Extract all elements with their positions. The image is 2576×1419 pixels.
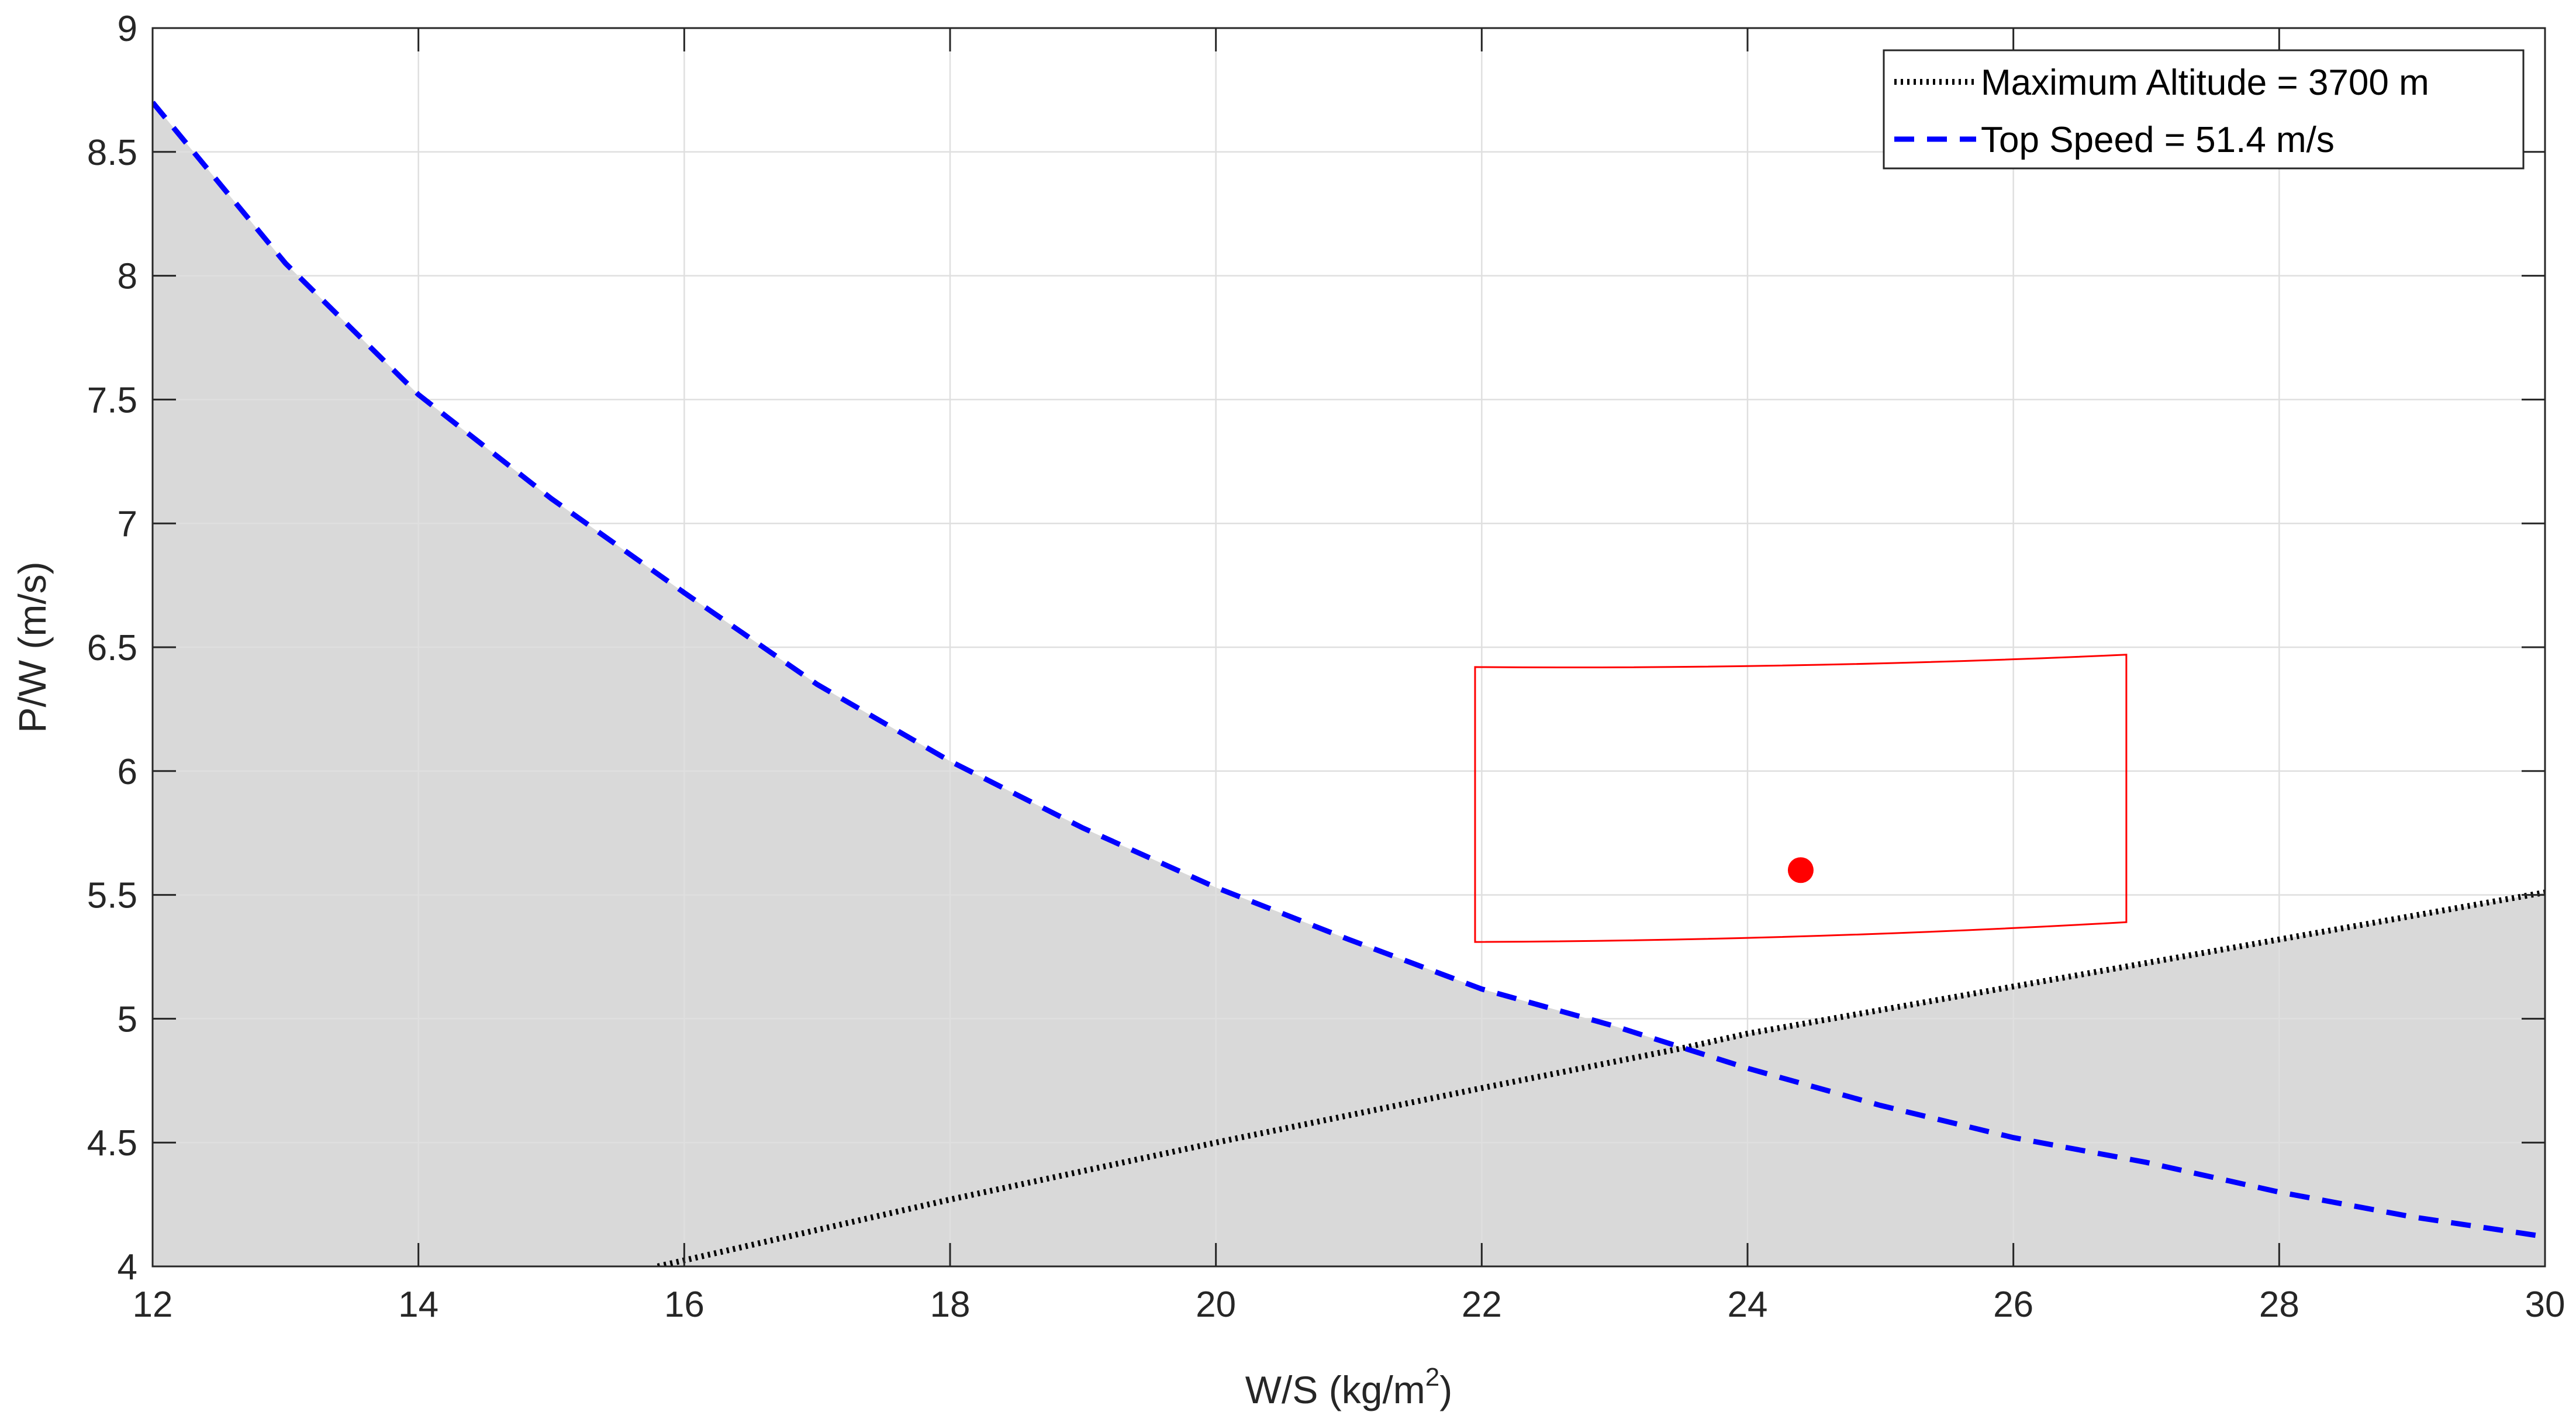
design-point: [1787, 857, 1814, 883]
x-axis-label-close: ): [1439, 1368, 1452, 1411]
x-axis-label-superscript: 2: [1425, 1363, 1439, 1392]
y-tick-label: 8.5: [87, 133, 137, 173]
x-tick-label: 28: [2259, 1285, 2299, 1325]
ticks-layer: 12 14 16 18 20 22 24 26 28 30 4 4.5 5 5.5 6 6.5 7 7.5 8 8.5…: [87, 9, 2565, 1325]
x-tick-label: 26: [1993, 1285, 2033, 1325]
y-tick-label: 4: [118, 1247, 137, 1287]
y-tick-label: 4.5: [87, 1123, 137, 1163]
design-layer: [1474, 654, 2128, 943]
legend-label-top-speed: Top Speed = 51.4 m/s: [1981, 120, 2335, 160]
x-axis-label-main: W/S (kg/m: [1245, 1368, 1425, 1411]
y-tick-label: 9: [118, 9, 137, 49]
legend-box: [1883, 49, 2525, 170]
y-tick-label: 5.5: [87, 876, 137, 916]
series-layer: [153, 101, 2545, 1266]
x-tick-label: 12: [133, 1285, 173, 1325]
infeasible-region: [153, 102, 2545, 1266]
x-tick-label: 22: [1462, 1285, 1502, 1325]
design-space-box: [1474, 654, 2128, 943]
x-tick-label: 18: [930, 1285, 971, 1325]
x-tick-label: 16: [664, 1285, 705, 1325]
x-tick-label: 30: [2525, 1285, 2565, 1325]
x-axis-label: W/S (kg/m2): [1245, 1363, 1452, 1411]
legend: Maximum Altitude = 3700 m Top Speed = 51…: [1883, 49, 2525, 170]
series-line-max-altitude: [657, 889, 2545, 1266]
infeasible-region-layer: [153, 102, 2545, 1266]
y-tick-label: 7: [118, 504, 137, 544]
series-line-top-speed: [153, 101, 2545, 1240]
legend-label-max-altitude: Maximum Altitude = 3700 m: [1981, 63, 2429, 103]
y-tick-label: 6.5: [87, 628, 137, 668]
y-tick-label: 7.5: [87, 380, 137, 420]
x-tick-label: 20: [1196, 1285, 1236, 1325]
y-axis-label: P/W (m/s): [11, 561, 54, 733]
x-tick-label: 14: [398, 1285, 438, 1325]
y-tick-label: 8: [118, 257, 137, 297]
y-tick-label: 6: [118, 752, 137, 792]
x-tick-label: 24: [1728, 1285, 1768, 1325]
y-tick-label: 5: [118, 999, 137, 1040]
